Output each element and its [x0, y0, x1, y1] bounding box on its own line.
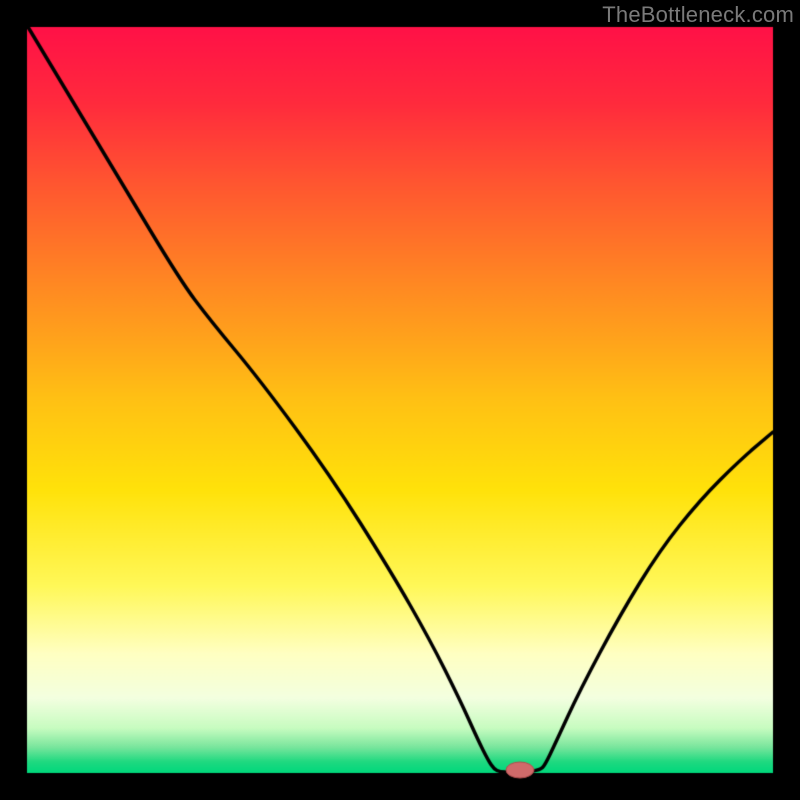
- chart-canvas: [0, 0, 800, 800]
- chart-stage: TheBottleneck.com: [0, 0, 800, 800]
